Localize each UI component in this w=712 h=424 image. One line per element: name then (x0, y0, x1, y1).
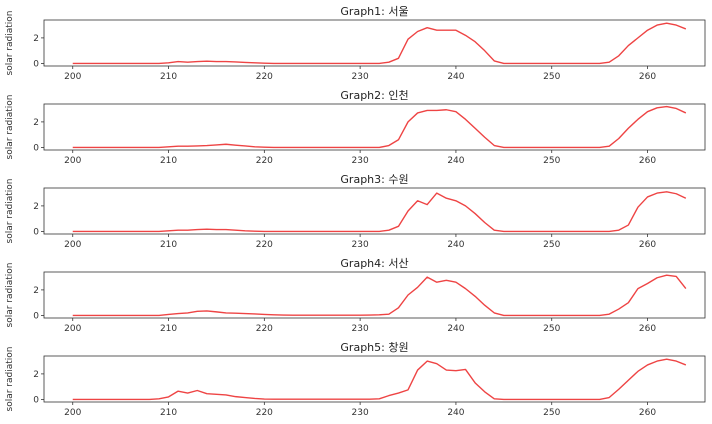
x-tick-label: 260 (639, 240, 656, 250)
y-axis-label: solar radiation (5, 347, 15, 412)
axes-frame (43, 271, 706, 319)
subplot-title: Graph4: 서산 (340, 257, 408, 270)
x-tick-label: 230 (352, 156, 369, 166)
series-line (72, 22, 687, 65)
x-tick-label: 250 (543, 408, 560, 418)
subplot-1: Graph1: 서울 solar radiation 200 210 220 230 240… (5, 5, 706, 82)
y-tick-label: 2 (33, 34, 39, 44)
x-tick-label: 240 (447, 240, 464, 250)
y-tick-label: 2 (33, 286, 39, 296)
x-tick-label: 250 (543, 156, 560, 166)
x-tick-label: 230 (352, 72, 369, 82)
series-line (72, 191, 687, 233)
series-line (72, 105, 687, 149)
axes-frame (43, 19, 706, 67)
y-axis-label: solar radiation (5, 95, 15, 160)
series-line (72, 274, 687, 317)
axes-frame (43, 187, 706, 235)
x-tick-label: 210 (160, 240, 177, 250)
y-tick-label: 2 (33, 118, 39, 128)
x-tick-label: 200 (64, 240, 81, 250)
x-tick-label: 220 (256, 240, 273, 250)
x-tick-label: 200 (64, 324, 81, 334)
x-tick-label: 240 (447, 324, 464, 334)
x-tick-label: 230 (352, 240, 369, 250)
x-tick-label: 200 (64, 408, 81, 418)
x-tick-label: 240 (447, 408, 464, 418)
y-tick-label: 0 (33, 59, 39, 69)
y-tick-label: 2 (33, 202, 39, 212)
x-tick-label: 200 (64, 72, 81, 82)
x-tick-label: 230 (352, 408, 369, 418)
subplot-4: Graph4: 서산 solar radiation 200 210 220 230 240… (5, 257, 706, 334)
y-axis-label: solar radiation (5, 179, 15, 244)
x-tick-label: 210 (160, 156, 177, 166)
x-tick-label: 240 (447, 72, 464, 82)
y-tick-label: 0 (33, 227, 39, 237)
x-tick-label: 210 (160, 324, 177, 334)
axes-frame (43, 355, 706, 403)
series-line (72, 358, 687, 401)
x-tick-label: 220 (256, 72, 273, 82)
y-tick-label: 0 (33, 311, 39, 321)
x-tick-label: 200 (64, 156, 81, 166)
subplot-title: Graph3: 수원 (340, 173, 408, 186)
x-tick-label: 250 (543, 72, 560, 82)
x-tick-label: 250 (543, 324, 560, 334)
subplot-title: Graph1: 서울 (340, 5, 408, 18)
subplot-title: Graph2: 인천 (340, 88, 408, 102)
x-tick-label: 260 (639, 324, 656, 334)
y-tick-label: 2 (33, 370, 39, 380)
y-tick-label: 0 (33, 143, 39, 153)
y-tick-label: 0 (33, 395, 39, 405)
axes-frame (43, 103, 706, 151)
y-axis-label: solar radiation (5, 263, 15, 328)
subplot-2: Graph2: 인천 solar radiation 200 210 220 230 240… (5, 88, 706, 166)
x-tick-label: 240 (447, 156, 464, 166)
x-tick-label: 220 (256, 324, 273, 334)
x-tick-label: 230 (352, 324, 369, 334)
x-tick-label: 260 (639, 72, 656, 82)
y-axis-label: solar radiation (5, 11, 15, 76)
subplot-3: Graph3: 수원 solar radiation 200 210 220 230 240… (5, 173, 706, 250)
x-tick-label: 210 (160, 408, 177, 418)
x-tick-label: 220 (256, 408, 273, 418)
subplot-5: Graph5: 창원 solar radiation 200 210 220 230 240… (5, 341, 706, 418)
x-tick-label: 260 (639, 156, 656, 166)
x-tick-label: 210 (160, 72, 177, 82)
subplot-title: Graph5: 창원 (340, 341, 408, 354)
x-tick-label: 220 (256, 156, 273, 166)
x-tick-label: 250 (543, 240, 560, 250)
x-tick-label: 260 (639, 408, 656, 418)
